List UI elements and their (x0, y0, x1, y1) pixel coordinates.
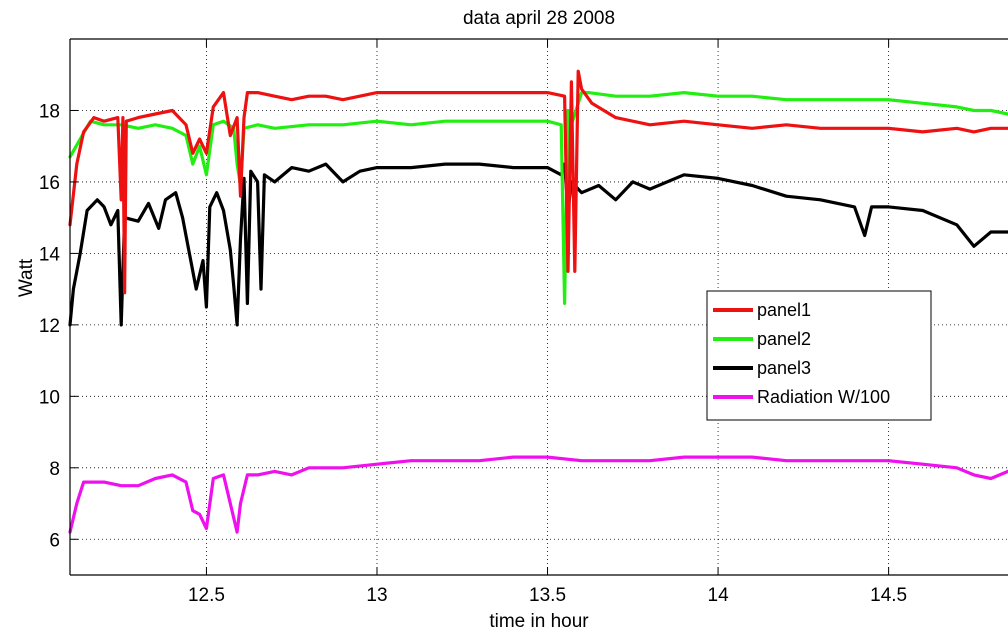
x-tick-label: 14.5 (870, 585, 907, 606)
y-axis-title: Watt (16, 258, 37, 297)
series-line-panel2 (68, 91, 1008, 305)
y-tick-label: 16 (39, 173, 60, 194)
legend: panel1 panel2 panel3 Radiation W/100 (706, 290, 932, 421)
series-line-radiation-w-100 (68, 455, 1008, 534)
x-tick-label: 13 (366, 585, 387, 606)
chart-title: data april 28 2008 (463, 8, 615, 29)
y-tick-label: 10 (39, 387, 60, 408)
legend-label: panel2 (757, 329, 811, 349)
x-tick-label: 13.5 (529, 585, 566, 606)
ticks: 12.5 13 13.5 14 14.5 6 8 10 12 14 16 18 (39, 39, 907, 606)
x-axis-title: time in hour (489, 611, 589, 632)
y-tick-label: 14 (39, 244, 61, 265)
y-tick-label: 8 (49, 459, 60, 480)
x-tick-label: 12.5 (188, 585, 225, 606)
legend-label: panel3 (757, 358, 811, 378)
y-tick-label: 18 (39, 101, 60, 122)
series-line-panel3 (68, 162, 1008, 327)
series-line-panel1 (68, 69, 1008, 295)
axes (69, 38, 1008, 576)
x-tick-label: 14 (708, 585, 730, 606)
legend-label: panel1 (757, 300, 811, 320)
legend-label: Radiation W/100 (757, 387, 890, 407)
series-layer (68, 69, 1008, 534)
y-tick-label: 6 (49, 530, 60, 551)
y-tick-label: 12 (39, 316, 60, 337)
